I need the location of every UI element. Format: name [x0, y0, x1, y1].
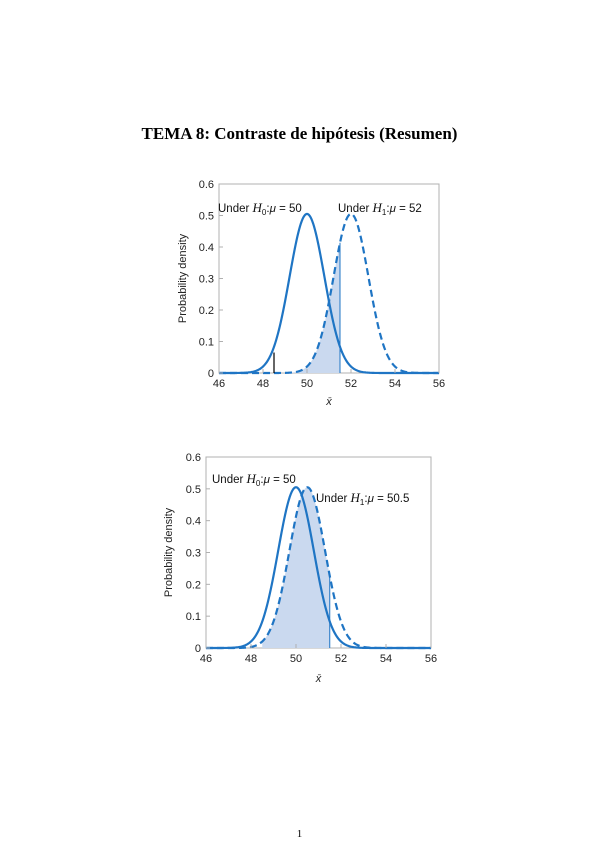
x-tick-label: 56 [425, 653, 437, 665]
series-label-1: Under H1:μ = 52 [338, 200, 422, 217]
y-tick-label: 0 [195, 643, 201, 655]
x-tick-label: 52 [335, 653, 347, 665]
density-curve-0 [206, 486, 431, 650]
y-tick-label: 0.2 [186, 579, 201, 591]
series-label-1: Under H1:μ = 50.5 [316, 490, 409, 507]
x-tick-label: 50 [290, 653, 302, 665]
x-tick-label: 54 [380, 653, 392, 665]
series-label-0: Under H0:μ = 50 [218, 200, 302, 217]
series-label-0: Under H0:μ = 50 [212, 471, 296, 488]
y-tick-label: 0.6 [199, 179, 214, 191]
y-tick-label: 0 [208, 368, 214, 380]
x-tick-label: 56 [433, 378, 445, 390]
y-axis-label: Probability density [163, 507, 175, 597]
y-tick-label: 0.5 [186, 484, 201, 496]
shaded-region [274, 242, 340, 373]
y-tick-label: 0.3 [186, 548, 201, 560]
x-tick-label: 50 [301, 378, 313, 390]
shaded-region [262, 487, 330, 648]
y-tick-label: 0.2 [199, 305, 214, 317]
x-tick-label: 54 [389, 378, 401, 390]
y-tick-label: 0.4 [199, 242, 214, 254]
density-curve-1 [219, 212, 439, 375]
x-axis-label: x̄ [315, 673, 322, 685]
x-tick-label: 48 [257, 378, 269, 390]
y-tick-label: 0.6 [186, 452, 201, 464]
page-title: TEMA 8: Contraste de hipótesis (Resumen) [141, 124, 458, 143]
page-number: 1 [296, 828, 303, 840]
y-tick-label: 0.1 [199, 337, 214, 349]
y-axis-label: Probability density [177, 233, 189, 323]
y-tick-label: 0.3 [199, 274, 214, 286]
y-tick-label: 0.1 [186, 611, 201, 623]
x-axis-label: x̄ [325, 396, 332, 408]
x-tick-label: 46 [200, 653, 212, 665]
chart-top: 46 48 50 52 54 56 0 0.1 0.2 0.3 0.4 0.5 0.6 Probabili… [177, 179, 445, 408]
y-tick-label: 0.5 [199, 211, 214, 223]
y-tick-label: 0.4 [186, 516, 201, 528]
density-curve-1 [206, 486, 431, 650]
x-tick-label: 48 [245, 653, 257, 665]
x-tick-label: 52 [345, 378, 357, 390]
x-tick-label: 46 [213, 378, 225, 390]
